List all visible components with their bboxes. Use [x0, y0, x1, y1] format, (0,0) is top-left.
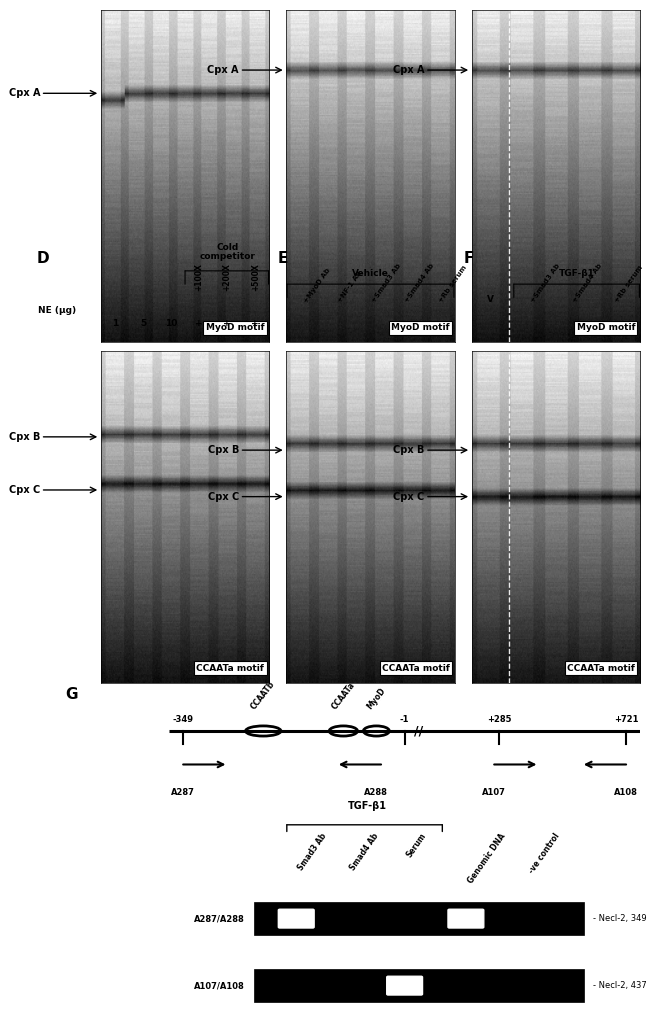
- Text: +MyoD Ab: +MyoD Ab: [303, 267, 332, 304]
- Text: +Smad3 Ab: +Smad3 Ab: [370, 263, 402, 304]
- Text: Cpx A: Cpx A: [8, 89, 40, 98]
- Text: A108: A108: [614, 788, 638, 797]
- Text: +Rb serum: +Rb serum: [614, 265, 644, 304]
- Text: E: E: [278, 251, 288, 266]
- Text: +: +: [195, 320, 203, 329]
- Text: +Rb serum: +Rb serum: [438, 265, 468, 304]
- Text: Cpx B: Cpx B: [8, 432, 40, 442]
- Text: CCAATa motif: CCAATa motif: [196, 664, 265, 672]
- Text: +Smad4 Ab: +Smad4 Ab: [572, 263, 603, 304]
- FancyBboxPatch shape: [387, 976, 422, 995]
- Bar: [254, 902, 584, 935]
- Text: +500X: +500X: [251, 263, 260, 291]
- Text: F: F: [463, 251, 474, 266]
- Text: CCAATa motif: CCAATa motif: [382, 664, 450, 672]
- Text: -349: -349: [173, 716, 194, 724]
- Text: - Necl-2, 349 bp: - Necl-2, 349 bp: [593, 914, 650, 923]
- Text: V: V: [487, 295, 494, 304]
- Text: G: G: [65, 688, 78, 702]
- Text: +285: +285: [487, 716, 511, 724]
- Text: TGF-β1: TGF-β1: [559, 268, 595, 277]
- Text: Cpx B: Cpx B: [207, 445, 239, 455]
- Text: CCAATa: CCAATa: [330, 680, 357, 711]
- Text: +: +: [224, 320, 231, 329]
- Text: 1: 1: [112, 320, 118, 329]
- Text: +Smad4 Ab: +Smad4 Ab: [404, 263, 436, 304]
- Bar: [254, 969, 584, 1002]
- Text: +NF-1 Ab: +NF-1 Ab: [337, 270, 363, 304]
- Text: +100X: +100X: [194, 263, 203, 291]
- Text: A287/A288: A287/A288: [194, 914, 244, 923]
- FancyBboxPatch shape: [448, 909, 484, 928]
- Text: A287: A287: [171, 788, 195, 797]
- Text: D: D: [36, 251, 49, 266]
- Text: Genomic DNA: Genomic DNA: [466, 831, 507, 885]
- Text: TGF-β1: TGF-β1: [347, 801, 386, 811]
- Text: +: +: [252, 320, 259, 329]
- Text: Cpx C: Cpx C: [393, 492, 424, 502]
- Text: A107: A107: [482, 788, 506, 797]
- Text: -ve control: -ve control: [527, 831, 562, 875]
- FancyBboxPatch shape: [278, 909, 314, 928]
- Text: NE (μg): NE (μg): [38, 306, 77, 315]
- Text: +Smad3 Ab: +Smad3 Ab: [530, 263, 561, 304]
- Text: CCAATb: CCAATb: [250, 679, 277, 711]
- Text: Cpx C: Cpx C: [9, 485, 40, 495]
- Text: +200X: +200X: [223, 263, 231, 291]
- Text: CCAATa motif: CCAATa motif: [567, 664, 635, 672]
- Text: Smad3 Ab: Smad3 Ab: [296, 831, 328, 872]
- Text: A107/A108: A107/A108: [194, 982, 244, 990]
- Text: Serum: Serum: [404, 831, 428, 860]
- Text: - Necl-2, 437 bp: - Necl-2, 437 bp: [593, 982, 650, 990]
- Text: 5: 5: [140, 320, 146, 329]
- Text: MyoD motif: MyoD motif: [577, 324, 635, 332]
- Text: A288: A288: [365, 788, 388, 797]
- Text: Cpx B: Cpx B: [393, 445, 424, 455]
- Text: -1: -1: [400, 716, 410, 724]
- Text: //: //: [414, 725, 423, 737]
- Text: Vehicle: Vehicle: [352, 268, 389, 277]
- Text: MyoD motif: MyoD motif: [391, 324, 450, 332]
- Text: Cpx A: Cpx A: [207, 65, 239, 75]
- Text: Cpx C: Cpx C: [208, 492, 239, 502]
- Text: Cpx A: Cpx A: [393, 65, 424, 75]
- Text: Smad4 Ab: Smad4 Ab: [348, 831, 380, 872]
- Text: +721: +721: [614, 716, 638, 724]
- Text: 10: 10: [165, 320, 177, 329]
- Text: Cold
competitor: Cold competitor: [200, 243, 255, 261]
- Text: MyoD: MyoD: [365, 686, 387, 711]
- Text: MyoD motif: MyoD motif: [205, 324, 265, 332]
